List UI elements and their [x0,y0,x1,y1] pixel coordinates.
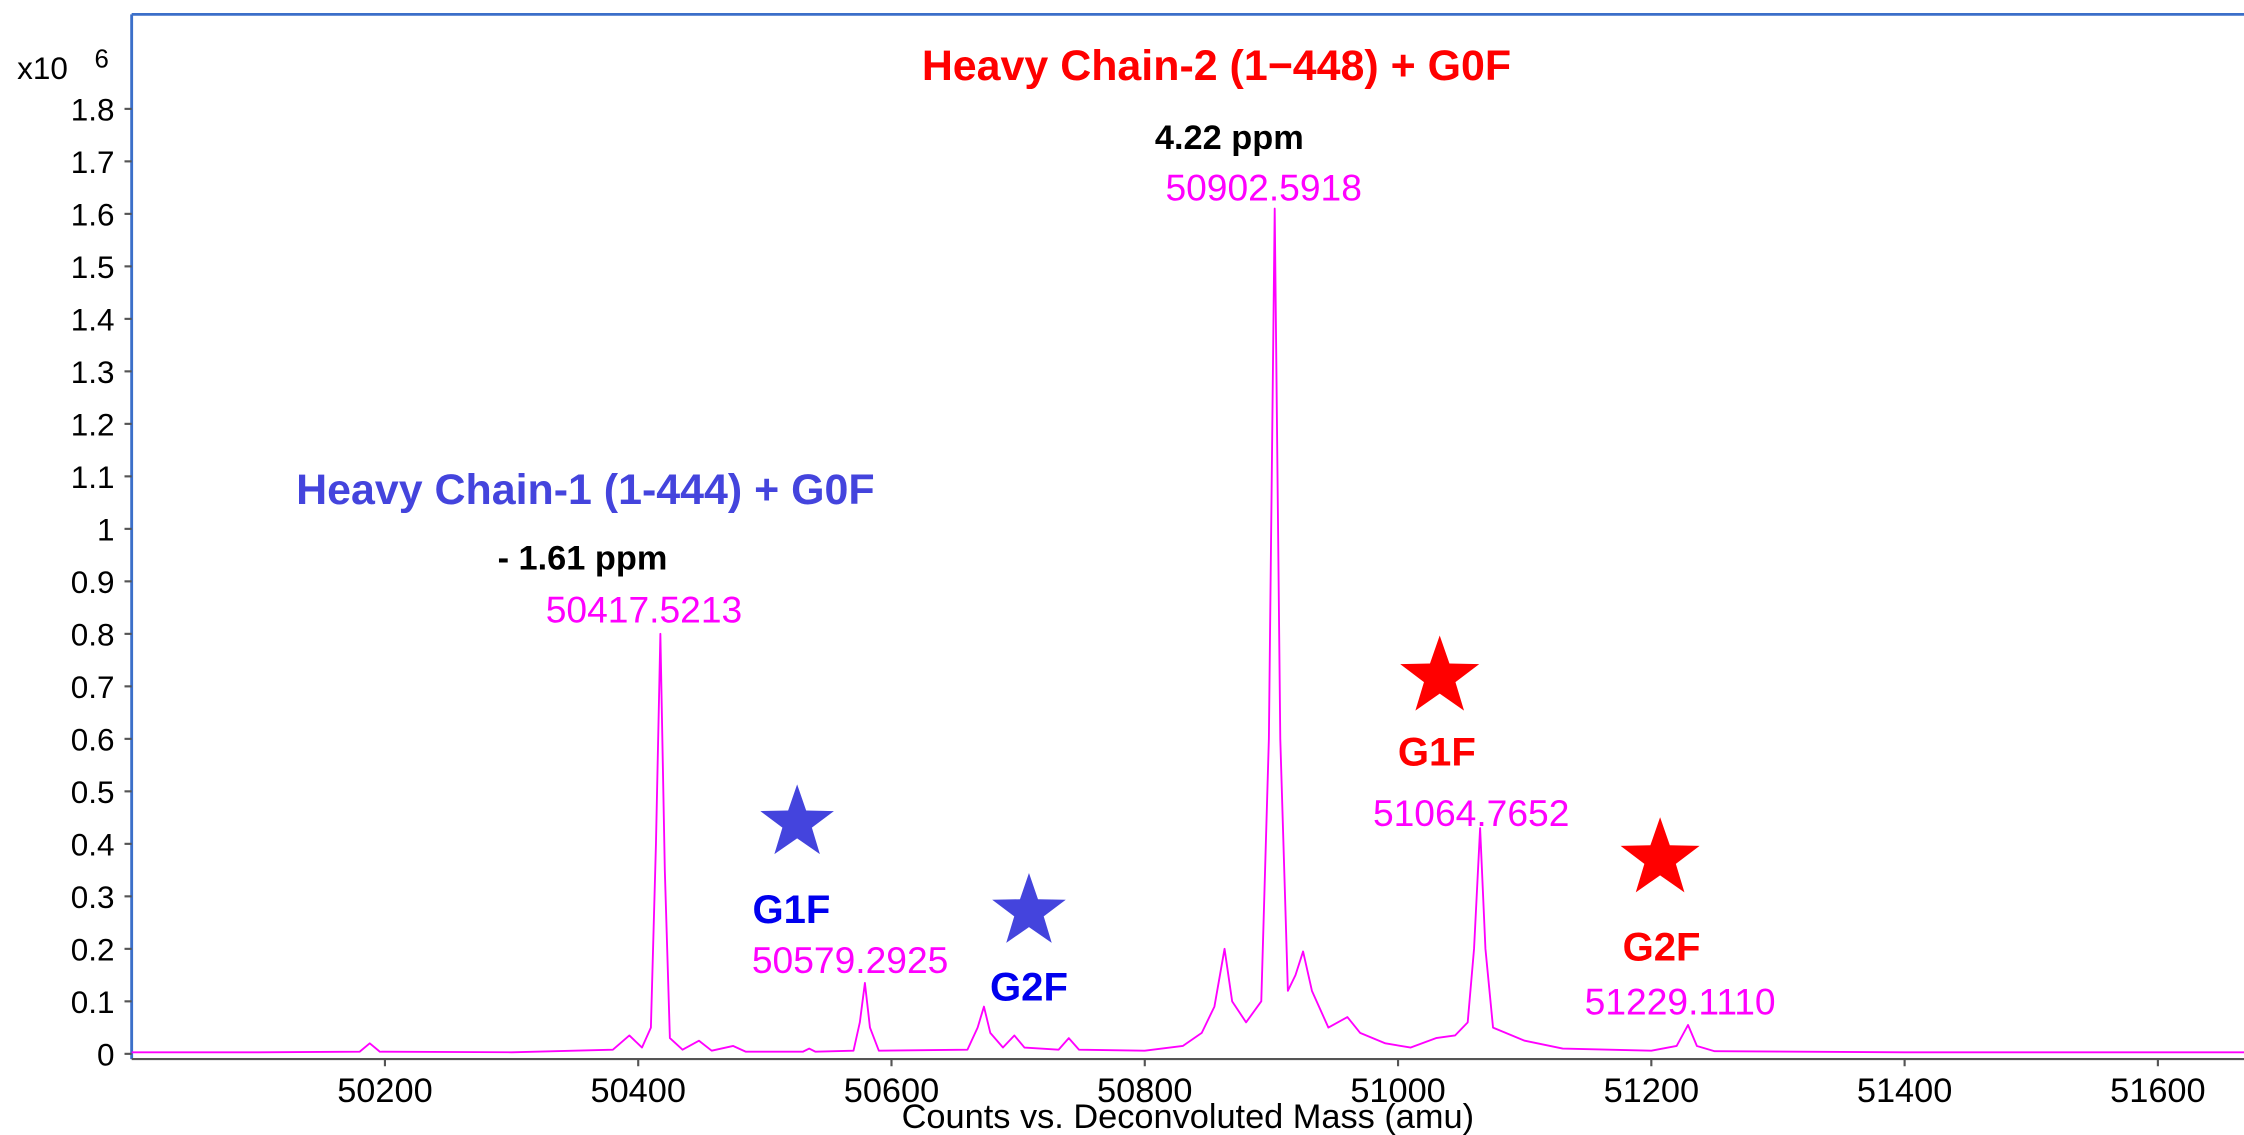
x-tick-label: 51000 [1350,1072,1445,1110]
annotation: 51064.7652 [1373,792,1569,834]
annotation: Heavy Chain-2 (1−448) + G0F [922,42,1511,90]
x-tick-label: 51400 [1857,1072,1952,1110]
star [992,873,1066,943]
annotation: Heavy Chain-1 (1-444) + G0F [296,466,874,514]
spectrum-line [131,207,2244,1054]
annotation: 50902.5918 [1165,166,1361,208]
x-axis-label: Counts vs. Deconvoluted Mass (amu) [902,1098,1474,1135]
y-tick-label: 0 [97,1037,115,1072]
y-tick-label: 1.7 [71,145,115,180]
y-tick-label: 0.2 [71,932,115,967]
stars [760,635,1700,943]
y-tick-label: 1.8 [71,92,115,127]
annotation: G1F [1398,731,1476,775]
x-tick-label: 50200 [337,1072,432,1110]
y-tick-label: 0.7 [71,670,115,705]
annotation: G1F [752,888,830,932]
y-tick-label: 0.6 [71,722,115,757]
annotation: 4.22 ppm [1155,119,1304,157]
y-tick-label: 1.4 [71,302,115,337]
annotation: G2F [1623,925,1701,969]
star [1400,635,1480,711]
annotation: 51229.1110 [1585,981,1776,1023]
x-tick-label: 50600 [844,1072,939,1110]
y-tick-label: 1.1 [71,460,115,495]
x-tick-label: 51600 [2110,1072,2205,1110]
y-tick-label: 0.4 [71,827,115,862]
star [1620,817,1700,893]
x-tick-label: 50800 [1097,1072,1192,1110]
y-tick-label: 1.3 [71,355,115,390]
y-tick-label: 0.1 [71,985,115,1020]
y-tick-label: 1.2 [71,407,115,442]
y-tick-label: 0.8 [71,617,115,652]
annotation: - 1.61 ppm [498,540,668,578]
y-tick-label: 0.5 [71,775,115,810]
y-tick-label: 1.5 [71,250,115,285]
y-tick-label: 0.9 [71,565,115,600]
annotation: G2F [990,965,1068,1009]
y-tick-label: 1 [97,512,115,547]
y-scale-label: x10 [17,51,68,86]
y-tick-label: 1.6 [71,197,115,232]
annotation: 50579.2925 [752,939,948,981]
y-scale-exponent: 6 [94,45,108,73]
x-tick-label: 50400 [590,1072,685,1110]
y-tick-label: 0.3 [71,880,115,915]
x-tick-label: 51200 [1604,1072,1699,1110]
star [760,784,834,855]
annotation: 50417.5213 [546,589,742,631]
